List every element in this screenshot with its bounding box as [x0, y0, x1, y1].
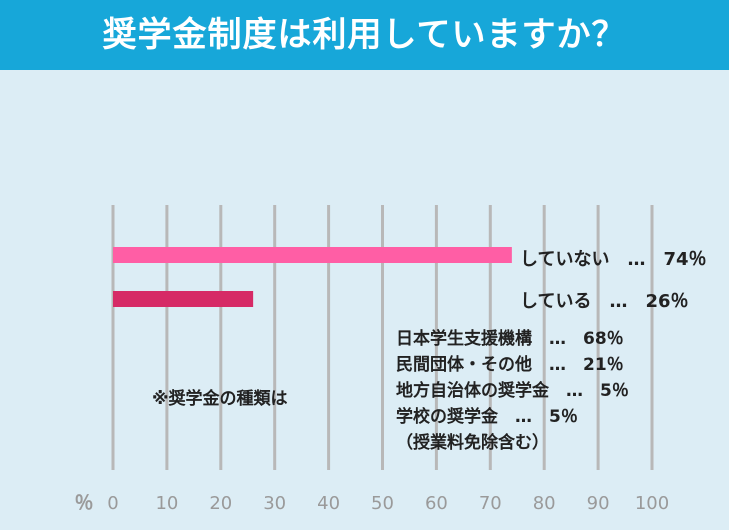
bar-label-using: している … 26％ — [520, 291, 689, 312]
breakdown-item-local-gov: 地方自治体の奨学金 … 5％ — [396, 381, 629, 401]
scholarship-breakdown-list: 日本学生支援機構 … 68％ 民間団体・その他 … 21％ 地方自治体の奨学金 … — [396, 326, 629, 456]
x-tick-label-50: 50 — [371, 493, 394, 514]
x-tick-label-0: 0 — [107, 493, 118, 514]
x-tick-label-40: 40 — [317, 493, 340, 514]
x-unit-label: ％ — [74, 492, 93, 514]
x-tick-label-80: 80 — [533, 493, 556, 514]
x-tick-label-90: 90 — [587, 493, 610, 514]
x-tick-label-100: 100 — [635, 493, 669, 514]
breakdown-item-jasso: 日本学生支援機構 … 68％ — [396, 329, 624, 349]
x-tick-label-70: 70 — [479, 493, 502, 514]
x-tick-label-60: 60 — [425, 493, 448, 514]
bar-using — [113, 291, 254, 307]
bar-not-using — [113, 247, 512, 263]
x-tick-label-10: 10 — [155, 493, 178, 514]
x-tick-label-20: 20 — [209, 493, 232, 514]
breakdown-item-school: 学校の奨学金 … 5％ — [396, 407, 578, 427]
breakdown-item-note: （授業料免除含む） — [396, 433, 549, 453]
breakdown-item-private: 民間団体・その他 … 21％ — [396, 355, 624, 375]
bar-label-not-using: していない … 74％ — [520, 249, 707, 270]
x-tick-label-30: 30 — [263, 493, 286, 514]
page-title: 奨学金制度は利用していますか？ — [0, 0, 729, 70]
scholarship-types-note: ※奨学金の種類は — [152, 389, 288, 409]
